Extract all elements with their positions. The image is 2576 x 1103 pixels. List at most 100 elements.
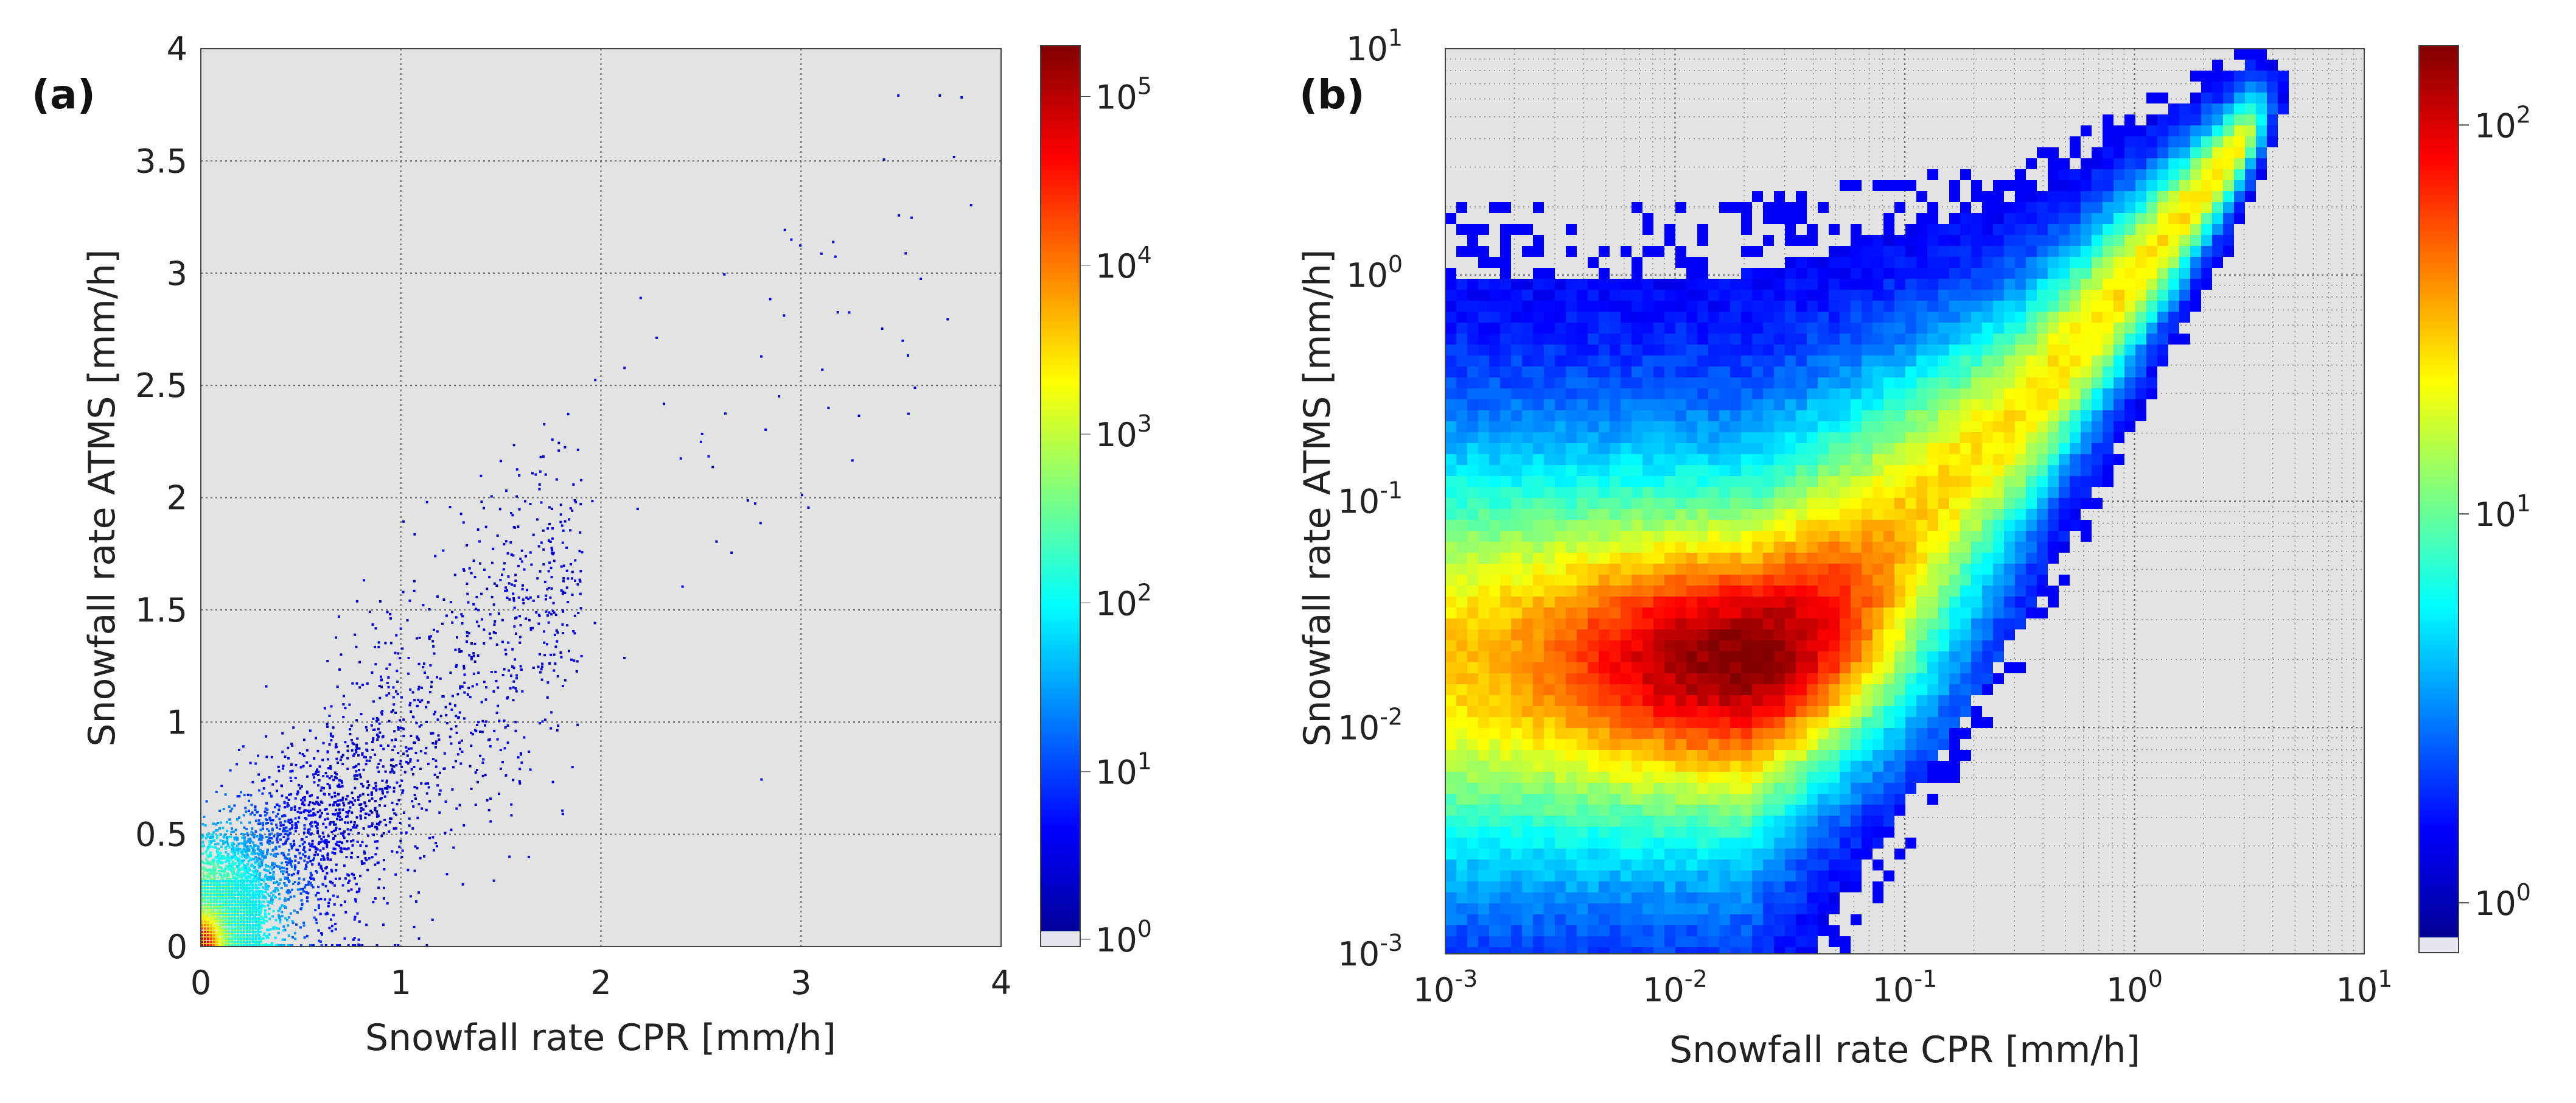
heatmap-cell (329, 786, 332, 790)
heatmap-cell (1588, 892, 1599, 903)
heatmap-cell (209, 930, 212, 933)
heatmap-cell (260, 844, 264, 846)
heatmap-cell (212, 874, 215, 877)
heatmap-cell (579, 592, 582, 595)
heatmap-cell (488, 576, 491, 579)
heatmap-cell (218, 810, 222, 813)
heatmap-cell (278, 818, 281, 821)
heatmap-cell (580, 478, 583, 481)
heatmap-cell (393, 765, 396, 768)
panel-a-colorbar-under-swatch (1041, 931, 1080, 947)
heatmap-cell (540, 678, 543, 681)
heatmap-cell (229, 869, 232, 872)
heatmap-cell (335, 757, 338, 760)
heatmap-cell (435, 746, 437, 749)
heatmap-cell (240, 907, 243, 910)
heatmap-cell (1489, 432, 1500, 443)
heatmap-cell (1588, 695, 1599, 706)
heatmap-cell (332, 847, 335, 850)
heatmap-cell (481, 618, 484, 621)
heatmap-cell (241, 842, 244, 845)
heatmap-cell (238, 885, 241, 888)
heatmap-cell (425, 706, 428, 709)
heatmap-cell (410, 710, 413, 713)
heatmap-cell (259, 850, 262, 853)
heatmap-cell (449, 601, 452, 604)
heatmap-cell (368, 611, 371, 614)
heatmap-cell (284, 917, 287, 920)
heatmap-cell (234, 910, 237, 913)
heatmap-cell (1445, 323, 1456, 334)
heatmap-cell (468, 567, 471, 570)
heatmap-cell (243, 849, 246, 852)
heatmap-cell (209, 897, 212, 900)
heatmap-cell (1577, 454, 1588, 465)
heatmap-cell (1456, 575, 1467, 586)
heatmap-cell (318, 816, 321, 819)
heatmap-cell (1511, 750, 1522, 761)
heatmap-cell (333, 823, 336, 826)
heatmap-cell (338, 804, 341, 807)
heatmap-cell (432, 849, 435, 852)
heatmap-cell (222, 923, 225, 926)
heatmap-cell (257, 773, 260, 776)
heatmap-cell (244, 889, 247, 892)
heatmap-cell (1555, 345, 1566, 355)
heatmap-cell (213, 919, 216, 922)
heatmap-cell (399, 762, 402, 765)
heatmap-cell (228, 818, 231, 821)
heatmap-cell (283, 899, 286, 902)
heatmap-cell (223, 869, 226, 872)
heatmap-cell (319, 897, 323, 900)
heatmap-cell (898, 214, 901, 217)
heatmap-cell (237, 917, 240, 920)
heatmap-cell (372, 738, 375, 741)
heatmap-cell (1489, 399, 1500, 410)
heatmap-cell (1577, 586, 1588, 597)
heatmap-cell (248, 821, 251, 824)
heatmap-cell (211, 912, 214, 916)
heatmap-cell (232, 842, 236, 846)
heatmap-cell (679, 457, 682, 460)
heatmap-cell (495, 712, 498, 715)
heatmap-cell (226, 838, 229, 841)
heatmap-cell (231, 863, 234, 866)
x-tick-label: 0 (190, 964, 211, 1002)
heatmap-cell (1478, 629, 1489, 640)
heatmap-cell (413, 589, 416, 592)
heatmap-cell (1467, 279, 1478, 290)
heatmap-cell (268, 912, 271, 916)
heatmap-cell (377, 735, 380, 738)
heatmap-cell (556, 631, 559, 634)
heatmap-cell (408, 817, 411, 820)
heatmap-cell (268, 933, 271, 936)
heatmap-cell (296, 849, 299, 852)
heatmap-cell (243, 934, 245, 937)
heatmap-cell (1566, 410, 1577, 421)
heatmap-cell (318, 765, 321, 768)
heatmap-cell (1456, 334, 1467, 345)
heatmap-cell (211, 836, 214, 839)
heatmap-cell (316, 823, 319, 826)
heatmap-cell (1445, 728, 1456, 739)
heatmap-cell (424, 752, 427, 755)
heatmap-cell (228, 934, 231, 937)
heatmap-cell (574, 580, 576, 582)
heatmap-cell (1522, 640, 1533, 651)
heatmap-cell (221, 870, 224, 873)
heatmap-cell (231, 937, 234, 940)
heatmap-cell (244, 924, 247, 927)
heatmap-cell (1467, 936, 1478, 947)
heatmap-cell (1588, 925, 1599, 936)
heatmap-cell (245, 900, 248, 903)
heatmap-cell (1478, 465, 1489, 476)
heatmap-cell (548, 662, 551, 665)
heatmap-cell (1566, 432, 1577, 443)
heatmap-cell (1533, 268, 1544, 279)
heatmap-cell (240, 940, 243, 944)
heatmap-cell (252, 853, 255, 856)
heatmap-cell (1467, 377, 1478, 388)
heatmap-cell (436, 776, 439, 779)
heatmap-cell (250, 879, 253, 882)
heatmap-cell (746, 499, 749, 502)
